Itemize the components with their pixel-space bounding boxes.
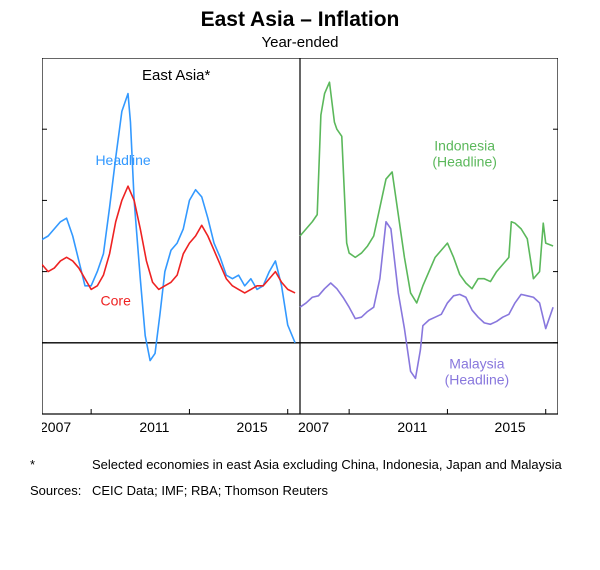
chart-title: East Asia – Inflation [0, 0, 600, 32]
svg-text:2007: 2007 [298, 419, 329, 435]
svg-text:East Asia*: East Asia* [142, 67, 211, 84]
svg-text:Headline: Headline [95, 152, 150, 168]
svg-text:Core: Core [101, 292, 132, 308]
plot-area: -20246%200720112015East Asia*HeadlineCor… [42, 58, 558, 438]
svg-text:Indonesia: Indonesia [434, 138, 495, 154]
sources-text: CEIC Data; IMF; RBA; Thomson Reuters [92, 482, 328, 500]
footnote: * Selected economies in east Asia exclud… [30, 456, 580, 474]
svg-text:2011: 2011 [139, 419, 169, 435]
svg-text:2015: 2015 [495, 419, 526, 435]
svg-text:Malaysia: Malaysia [449, 355, 504, 371]
svg-text:2015: 2015 [237, 419, 268, 435]
footnote-text: Selected economies in east Asia excludin… [92, 456, 562, 474]
sources: Sources: CEIC Data; IMF; RBA; Thomson Re… [30, 482, 580, 500]
svg-text:(Headline): (Headline) [445, 371, 510, 387]
svg-text:(Headline): (Headline) [432, 154, 497, 170]
footnote-mark: * [30, 456, 92, 474]
sources-label: Sources: [30, 482, 92, 500]
svg-text:2011: 2011 [397, 419, 427, 435]
chart-subtitle: Year-ended [0, 34, 600, 51]
svg-text:2007: 2007 [42, 419, 71, 435]
